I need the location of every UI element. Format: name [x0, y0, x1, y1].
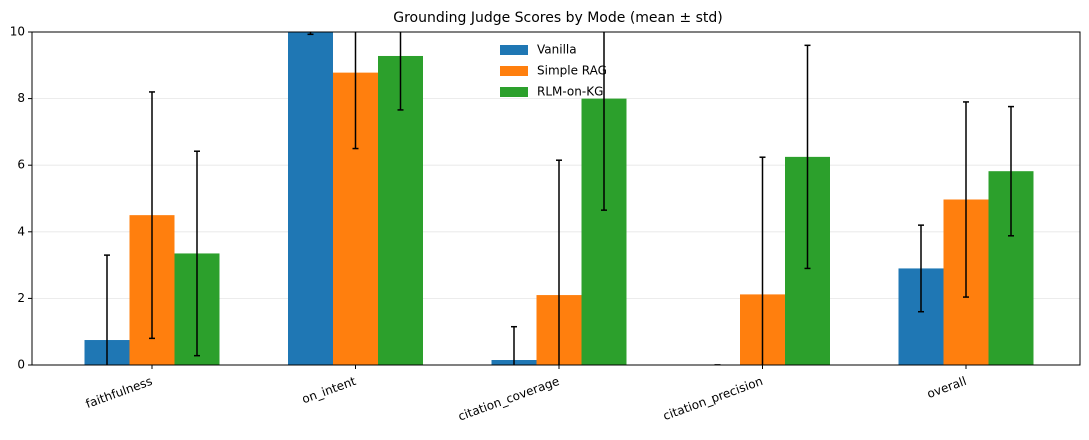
error-bar [759, 156, 766, 365]
y-tick-label: 4 [17, 224, 25, 238]
y-tick-label: 2 [17, 291, 25, 305]
error-bar [804, 44, 811, 270]
y-tick-label: 0 [17, 358, 25, 372]
legend-swatch [500, 87, 528, 97]
error-bar [1008, 105, 1014, 237]
y-tick-label: 6 [17, 158, 25, 172]
legend-label: Vanilla [537, 43, 577, 57]
y-tick-label: 8 [17, 91, 25, 105]
y-tick-label: 10 [10, 25, 25, 39]
legend-label: RLM-on-KG [537, 85, 603, 99]
error-bar [918, 224, 924, 313]
x-tick-label: overall [925, 374, 968, 401]
x-tick-label: citation_precision [661, 374, 765, 423]
plot-frame [31, 31, 1081, 366]
error-bar [601, 32, 607, 211]
error-bar [194, 150, 200, 357]
error-bar [963, 101, 969, 298]
legend-label: Simple RAG [537, 64, 607, 78]
x-tick-label: faithfulness [84, 374, 154, 411]
error-bar [511, 325, 517, 365]
error-bar [104, 254, 110, 365]
bar [288, 32, 333, 365]
chart-title: Grounding Judge Scores by Mode (mean ± s… [393, 10, 723, 26]
legend-swatch [500, 66, 528, 76]
x-tick-label: citation_coverage [456, 374, 561, 424]
x-tick-label: on_intent [300, 374, 358, 407]
error-bar [397, 32, 404, 111]
error-bar [352, 32, 359, 150]
legend-swatch [500, 45, 528, 55]
error-bar [556, 159, 562, 365]
error-bar [149, 91, 155, 340]
